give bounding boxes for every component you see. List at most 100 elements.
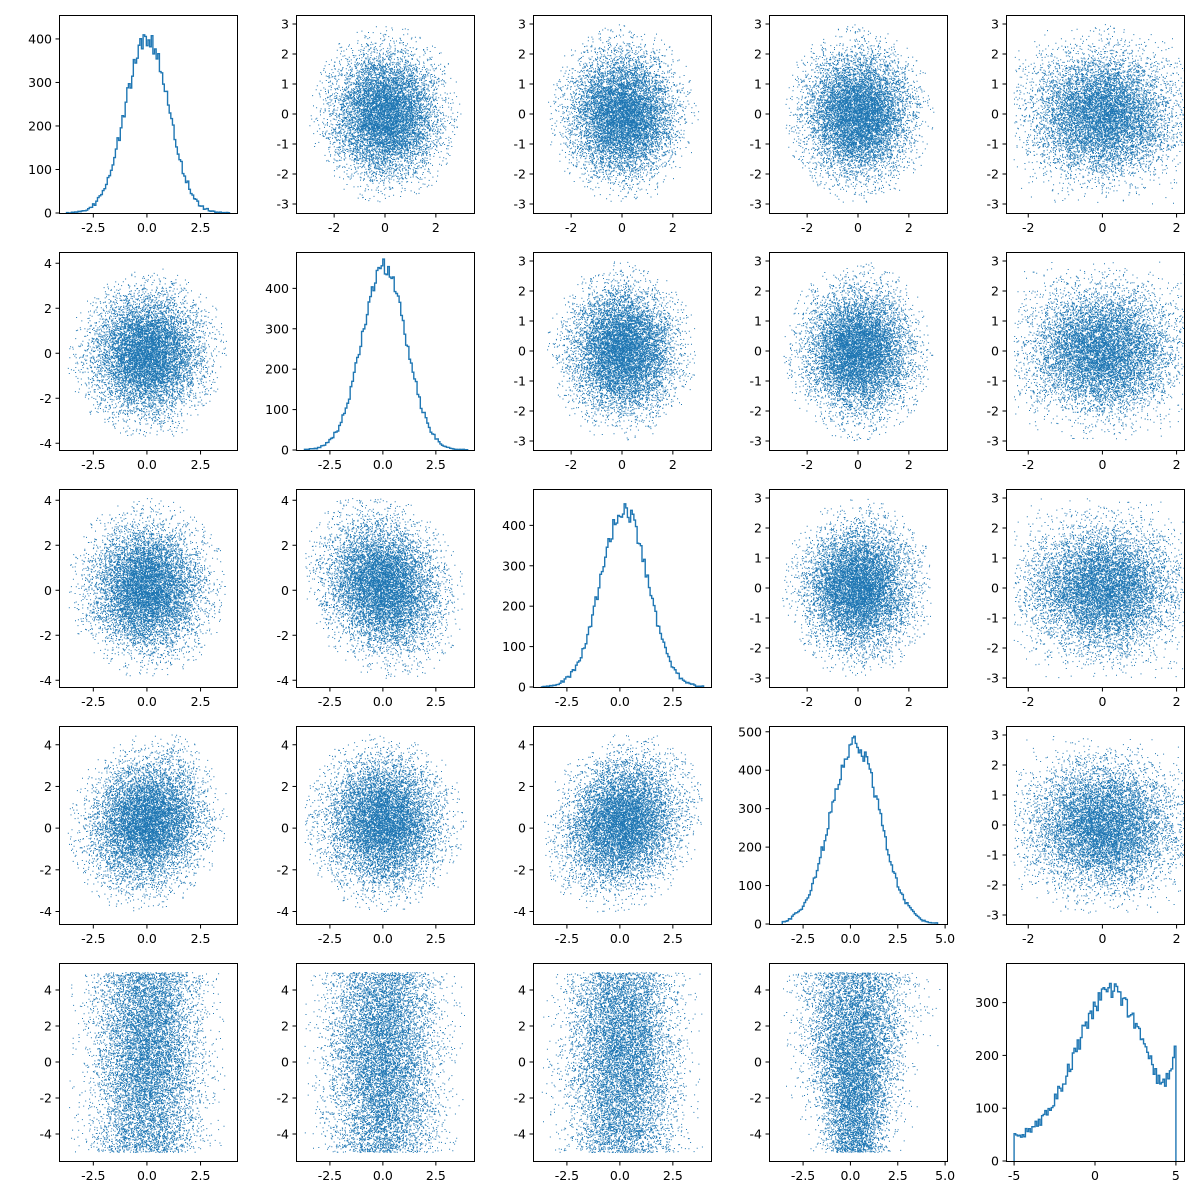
y-tick-label: -2 xyxy=(514,404,526,419)
x-tick-label: 0.0 xyxy=(840,931,860,946)
y-tick-label: -4 xyxy=(750,1127,763,1142)
scatter-points xyxy=(783,972,941,1153)
y-tick-label: 0 xyxy=(991,107,999,122)
x-tick-label: 2 xyxy=(669,457,677,472)
y-tick-label: 0 xyxy=(518,1055,526,1070)
panel-0-3: -2 0 2 -3 -2 -1 0 1 2 3 xyxy=(750,15,948,235)
y-tick-label: 3 xyxy=(754,17,762,32)
x-tick-label: -2.5 xyxy=(791,1168,815,1183)
y-tick-label: 4 xyxy=(518,737,526,752)
y-tick-label: 1 xyxy=(991,77,999,92)
x-tick-label: 0 xyxy=(618,457,626,472)
y-tick-label: 4 xyxy=(281,493,289,508)
scatter-series xyxy=(304,734,467,912)
x-tick-label: 0.0 xyxy=(373,694,393,709)
y-tick-label: -4 xyxy=(40,1127,53,1142)
y-tick-label: 1 xyxy=(754,77,762,92)
x-tick-label: -2 xyxy=(1022,694,1034,709)
x-tick-label: -2.5 xyxy=(555,931,579,946)
panel-0-1: -2 0 2 -3 -2 -1 0 1 2 3 xyxy=(277,15,475,235)
y-tick-label: 400 xyxy=(28,31,52,46)
x-tick-label: 0.0 xyxy=(137,220,157,235)
histogram-series xyxy=(65,34,231,213)
x-tick-label: 2.5 xyxy=(663,694,683,709)
y-tick-label: -1 xyxy=(514,374,526,389)
panel-1-4: -2 0 2 -3 -2 -1 0 1 2 3 xyxy=(987,252,1185,472)
axes-frame xyxy=(533,489,712,688)
y-tick-label: -1 xyxy=(750,374,762,389)
x-tick-label: 0.0 xyxy=(137,457,157,472)
x-tick-label: 0 xyxy=(1091,1168,1099,1183)
x-tick-label: 2.5 xyxy=(426,931,446,946)
x-tick-label: 2.5 xyxy=(191,931,211,946)
scatter-points xyxy=(69,972,226,1153)
scatter-points xyxy=(1013,261,1184,441)
scatter-series xyxy=(68,498,226,677)
x-tick-label: 0 xyxy=(854,220,862,235)
x-tick-label: -2.5 xyxy=(318,457,342,472)
y-tick-label: -3 xyxy=(750,197,762,212)
y-tick-label: 2 xyxy=(281,47,289,62)
panel-4-2: -2.5 0.0 2.5 -4 -2 0 2 4 xyxy=(514,963,712,1183)
axes-frame xyxy=(296,252,475,451)
y-tick-label: 1 xyxy=(991,551,999,566)
x-tick-label: 5.0 xyxy=(935,931,955,946)
scatter-points xyxy=(67,268,227,437)
scatter-series xyxy=(783,972,941,1153)
x-tick-label: -2.5 xyxy=(81,694,105,709)
y-tick-label: 200 xyxy=(265,362,289,377)
x-tick-label: -2 xyxy=(1022,457,1034,472)
y-tick-label: 0 xyxy=(44,583,52,598)
scatter-points xyxy=(785,24,935,203)
x-tick-label: 2 xyxy=(432,220,440,235)
x-tick-label: 2 xyxy=(1173,220,1181,235)
x-tick-label: 0 xyxy=(1098,457,1106,472)
y-tick-label: -3 xyxy=(750,434,762,449)
y-tick-label: 500 xyxy=(738,724,762,739)
y-tick-label: 0 xyxy=(44,206,52,221)
y-tick-label: 0 xyxy=(281,1055,289,1070)
x-tick-label: 0 xyxy=(854,457,862,472)
scatter-points xyxy=(783,262,934,441)
y-tick-label: -1 xyxy=(987,611,999,626)
x-tick-label: 2.5 xyxy=(191,220,211,235)
histogram-series xyxy=(540,503,705,687)
y-tick-label: -4 xyxy=(514,904,527,919)
histogram-step-line xyxy=(540,503,705,687)
y-tick-label: 300 xyxy=(28,75,52,90)
scatter-points xyxy=(305,498,465,679)
y-tick-label: 1 xyxy=(518,314,526,329)
x-tick-label: 5.0 xyxy=(935,1168,955,1183)
scatter-points xyxy=(309,26,462,203)
y-tick-label: 0 xyxy=(281,583,289,598)
y-tick-label: -2 xyxy=(987,167,999,182)
y-tick-label: 2 xyxy=(754,284,762,299)
panel-1-2: -2 0 2 -3 -2 -1 0 1 2 3 xyxy=(514,252,712,472)
x-tick-label: -2 xyxy=(328,220,340,235)
x-tick-label: -2 xyxy=(1022,220,1034,235)
y-tick-label: 100 xyxy=(265,402,289,417)
scatter-series xyxy=(547,261,696,441)
x-tick-label: -2.5 xyxy=(791,931,815,946)
x-tick-label: -2.5 xyxy=(555,1168,579,1183)
x-tick-label: 0.0 xyxy=(610,694,630,709)
y-tick-label: 100 xyxy=(975,1101,999,1116)
y-tick-label: 0 xyxy=(518,107,526,122)
y-tick-label: 2 xyxy=(518,284,526,299)
y-tick-label: 2 xyxy=(754,521,762,536)
y-tick-label: -1 xyxy=(514,137,526,152)
y-tick-label: 0 xyxy=(754,1055,762,1070)
x-tick-label: 2 xyxy=(905,694,913,709)
y-tick-label: 0 xyxy=(518,344,526,359)
panel-1-0: -2.5 0.0 2.5 -4 -2 0 2 4 xyxy=(40,252,238,472)
histogram-step-line xyxy=(1013,982,1177,1161)
x-tick-label: 2.5 xyxy=(888,931,908,946)
scatter-points xyxy=(68,498,226,677)
y-tick-label: -2 xyxy=(987,641,999,656)
x-tick-label: 5 xyxy=(1172,1168,1180,1183)
y-tick-label: 2 xyxy=(281,779,289,794)
y-tick-label: 2 xyxy=(754,47,762,62)
axes-frame xyxy=(59,489,238,688)
scatter-series xyxy=(783,262,934,441)
